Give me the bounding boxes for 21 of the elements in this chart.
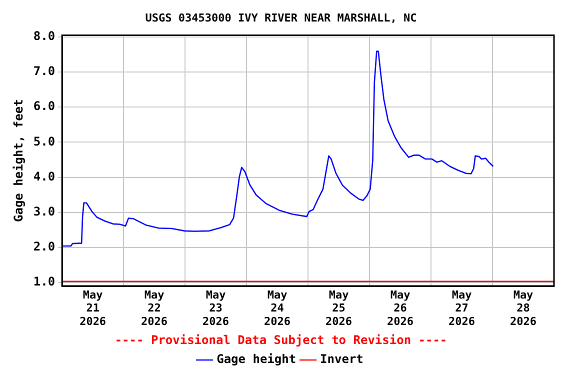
y-tick-label: 6.0 (33, 99, 56, 114)
y-tick-label: 5.0 (33, 134, 56, 148)
x-tick-label: May 21 2026 (80, 288, 106, 328)
y-axis-title: Gage height, feet (11, 99, 26, 222)
x-tick-label: May 28 2026 (510, 288, 537, 328)
x-tick-label: May 25 2026 (326, 288, 352, 328)
text: ---- Provisional Data Subject to Revision ---- (114, 332, 448, 347)
y-tick-label: 2.0 (33, 240, 56, 254)
legend-label: Gage height (216, 352, 296, 366)
y-tick-label: 1.0 (33, 274, 56, 289)
x-tick-label: May 27 2026 (448, 288, 476, 328)
legend-label: Invert (320, 352, 364, 366)
x-tick-label: May 23 2026 (202, 288, 230, 328)
x-tick-label: May 22 2026 (141, 288, 168, 328)
y-tick-label: 4.0 (33, 169, 56, 184)
y-tick-label: 8.0 (33, 29, 56, 44)
x-tick-label: May 24 2026 (264, 288, 291, 328)
y-tick-label: 7.0 (33, 64, 56, 78)
x-tick-label: May 26 2026 (387, 288, 414, 328)
y-tick-label: 3.0 (33, 204, 56, 218)
chart-title: USGS 03453000 IVY RIVER NEAR MARSHALL, NC (145, 11, 417, 24)
